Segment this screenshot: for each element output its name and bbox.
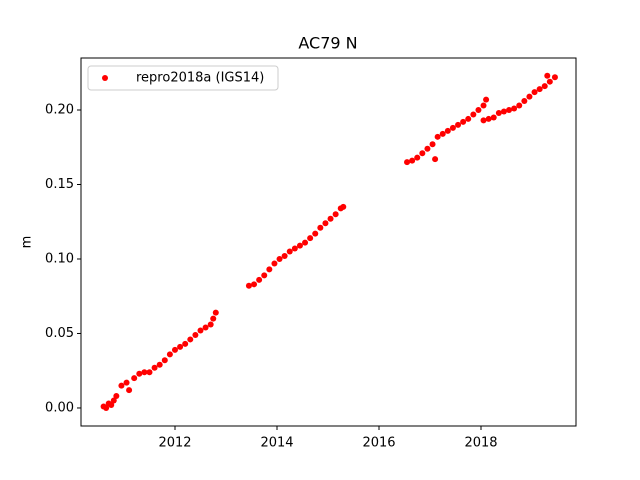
point bbox=[439, 130, 446, 137]
plot-frame bbox=[80, 57, 577, 427]
legend-marker bbox=[102, 75, 108, 81]
legend-label: repro2018a (IGS14) bbox=[136, 71, 264, 86]
point bbox=[480, 117, 487, 124]
point bbox=[322, 220, 329, 227]
chart-title: AC79 N bbox=[298, 34, 357, 53]
point bbox=[455, 121, 462, 128]
x-tick-label: 2016 bbox=[362, 436, 395, 451]
y-tick-label: 0.10 bbox=[45, 251, 74, 266]
x-tick-label: 2012 bbox=[158, 436, 191, 451]
point bbox=[136, 370, 143, 377]
point bbox=[110, 397, 117, 404]
point bbox=[251, 281, 258, 288]
y-tick-label: 0.05 bbox=[45, 326, 74, 341]
point bbox=[465, 115, 472, 122]
point bbox=[521, 98, 528, 105]
y-tick-label: 0.15 bbox=[45, 177, 74, 192]
point bbox=[192, 331, 199, 338]
y-axis-label: m bbox=[20, 236, 35, 249]
point bbox=[414, 154, 421, 161]
point bbox=[187, 336, 194, 343]
point bbox=[291, 245, 298, 252]
x-tick-label: 2014 bbox=[260, 436, 293, 451]
point bbox=[434, 133, 441, 140]
point bbox=[531, 89, 538, 96]
point bbox=[327, 215, 334, 222]
point bbox=[536, 86, 543, 93]
point bbox=[161, 357, 168, 364]
point bbox=[307, 235, 314, 242]
point bbox=[202, 324, 209, 331]
point bbox=[126, 387, 133, 394]
point bbox=[118, 382, 125, 389]
point bbox=[302, 239, 309, 246]
point bbox=[212, 309, 219, 316]
point bbox=[480, 102, 487, 109]
point bbox=[261, 272, 268, 279]
point bbox=[276, 255, 283, 262]
point bbox=[483, 96, 490, 103]
point bbox=[449, 124, 456, 131]
point bbox=[123, 379, 130, 386]
point bbox=[131, 375, 138, 382]
point bbox=[516, 102, 523, 109]
point bbox=[177, 343, 184, 350]
point bbox=[210, 315, 217, 322]
point bbox=[281, 253, 288, 260]
point bbox=[544, 72, 551, 79]
point bbox=[171, 346, 178, 353]
point bbox=[546, 78, 553, 85]
point bbox=[470, 111, 477, 118]
point bbox=[312, 230, 319, 237]
point bbox=[500, 108, 507, 115]
point bbox=[182, 340, 189, 347]
point bbox=[146, 369, 153, 376]
point bbox=[113, 393, 120, 400]
point bbox=[404, 159, 411, 166]
point bbox=[432, 156, 439, 163]
point bbox=[526, 93, 533, 100]
point bbox=[419, 150, 426, 157]
point bbox=[108, 401, 115, 408]
point bbox=[286, 248, 293, 255]
point bbox=[490, 114, 497, 121]
legend-box bbox=[87, 65, 279, 91]
point bbox=[317, 224, 324, 231]
point bbox=[141, 369, 148, 376]
point bbox=[266, 266, 273, 273]
point bbox=[166, 351, 173, 358]
point bbox=[551, 74, 558, 81]
point bbox=[444, 127, 451, 134]
point bbox=[256, 276, 263, 283]
point bbox=[485, 115, 492, 122]
point bbox=[271, 260, 278, 267]
y-tick-label: 0.20 bbox=[45, 102, 74, 117]
point bbox=[409, 157, 416, 164]
point bbox=[296, 242, 303, 249]
point bbox=[245, 282, 252, 289]
point bbox=[103, 404, 110, 411]
point bbox=[197, 327, 204, 334]
x-tick-label: 2018 bbox=[464, 436, 497, 451]
point bbox=[340, 203, 347, 210]
point bbox=[495, 109, 502, 116]
y-tick-label: 0.00 bbox=[45, 400, 74, 415]
point bbox=[511, 105, 518, 112]
point bbox=[541, 83, 548, 90]
point bbox=[207, 321, 214, 328]
point bbox=[424, 145, 431, 152]
point bbox=[475, 106, 482, 113]
point bbox=[151, 364, 158, 371]
point bbox=[332, 211, 339, 218]
point bbox=[429, 141, 436, 148]
point bbox=[156, 361, 163, 368]
point bbox=[460, 118, 467, 125]
point bbox=[506, 106, 513, 113]
